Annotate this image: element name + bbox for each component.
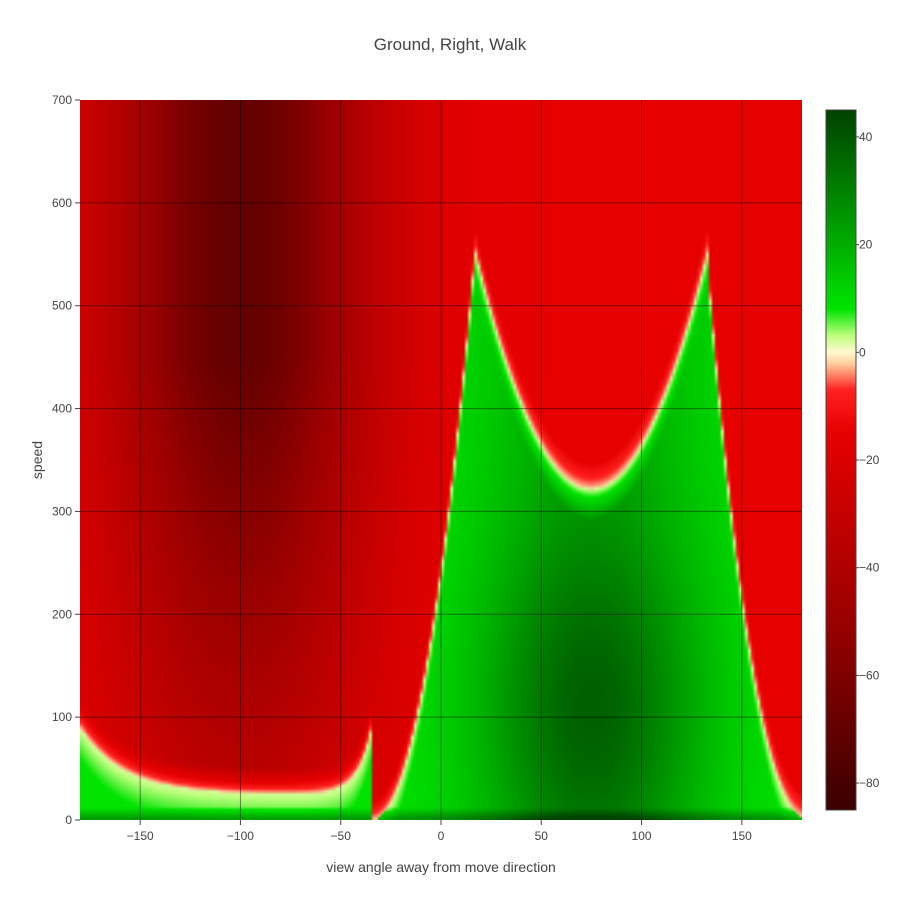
x-tick-label: −50 (331, 829, 352, 843)
colorbar-tick-label: −40 (859, 561, 880, 575)
y-tick-label: 0 (65, 813, 72, 827)
x-tick-label: −150 (127, 829, 154, 843)
x-tick-label: 100 (632, 829, 652, 843)
colorbar-tick-label: −60 (859, 668, 880, 682)
x-tick-label: 150 (732, 829, 752, 843)
y-tick-label: 700 (52, 93, 72, 107)
y-tick-label: 500 (52, 299, 72, 313)
x-tick-label: −100 (227, 829, 254, 843)
colorbar-ticks: 40 20 0 −20 −40 −60 −80 (856, 130, 880, 790)
colorbar-tick-label: 40 (859, 130, 873, 144)
y-tick-label: 400 (52, 402, 72, 416)
y-tick-label: 300 (52, 504, 72, 518)
x-tick-label: 50 (535, 829, 549, 843)
chart-title: Ground, Right, Walk (374, 35, 527, 54)
colorbar-tick-label: −20 (859, 453, 880, 467)
y-axis-title: speed (29, 441, 45, 479)
y-tick-label: 100 (52, 710, 72, 724)
colorbar-bar (826, 110, 856, 810)
colorbar-tick-label: 20 (859, 238, 873, 252)
y-axis: 0 100 200 300 400 500 600 700 (52, 93, 80, 827)
x-tick-label: 0 (438, 829, 445, 843)
x-axis: −150 −100 −50 0 50 100 150 (127, 820, 753, 843)
x-axis-title: view angle away from move direction (326, 859, 556, 875)
colorbar-tick-label: 0 (859, 345, 866, 359)
colorbar-tick-label: −80 (859, 776, 880, 790)
plot-area (80, 100, 802, 820)
y-tick-label: 200 (52, 607, 72, 621)
colorbar: 40 20 0 −20 −40 −60 −80 (826, 110, 880, 810)
y-tick-label: 600 (52, 196, 72, 210)
